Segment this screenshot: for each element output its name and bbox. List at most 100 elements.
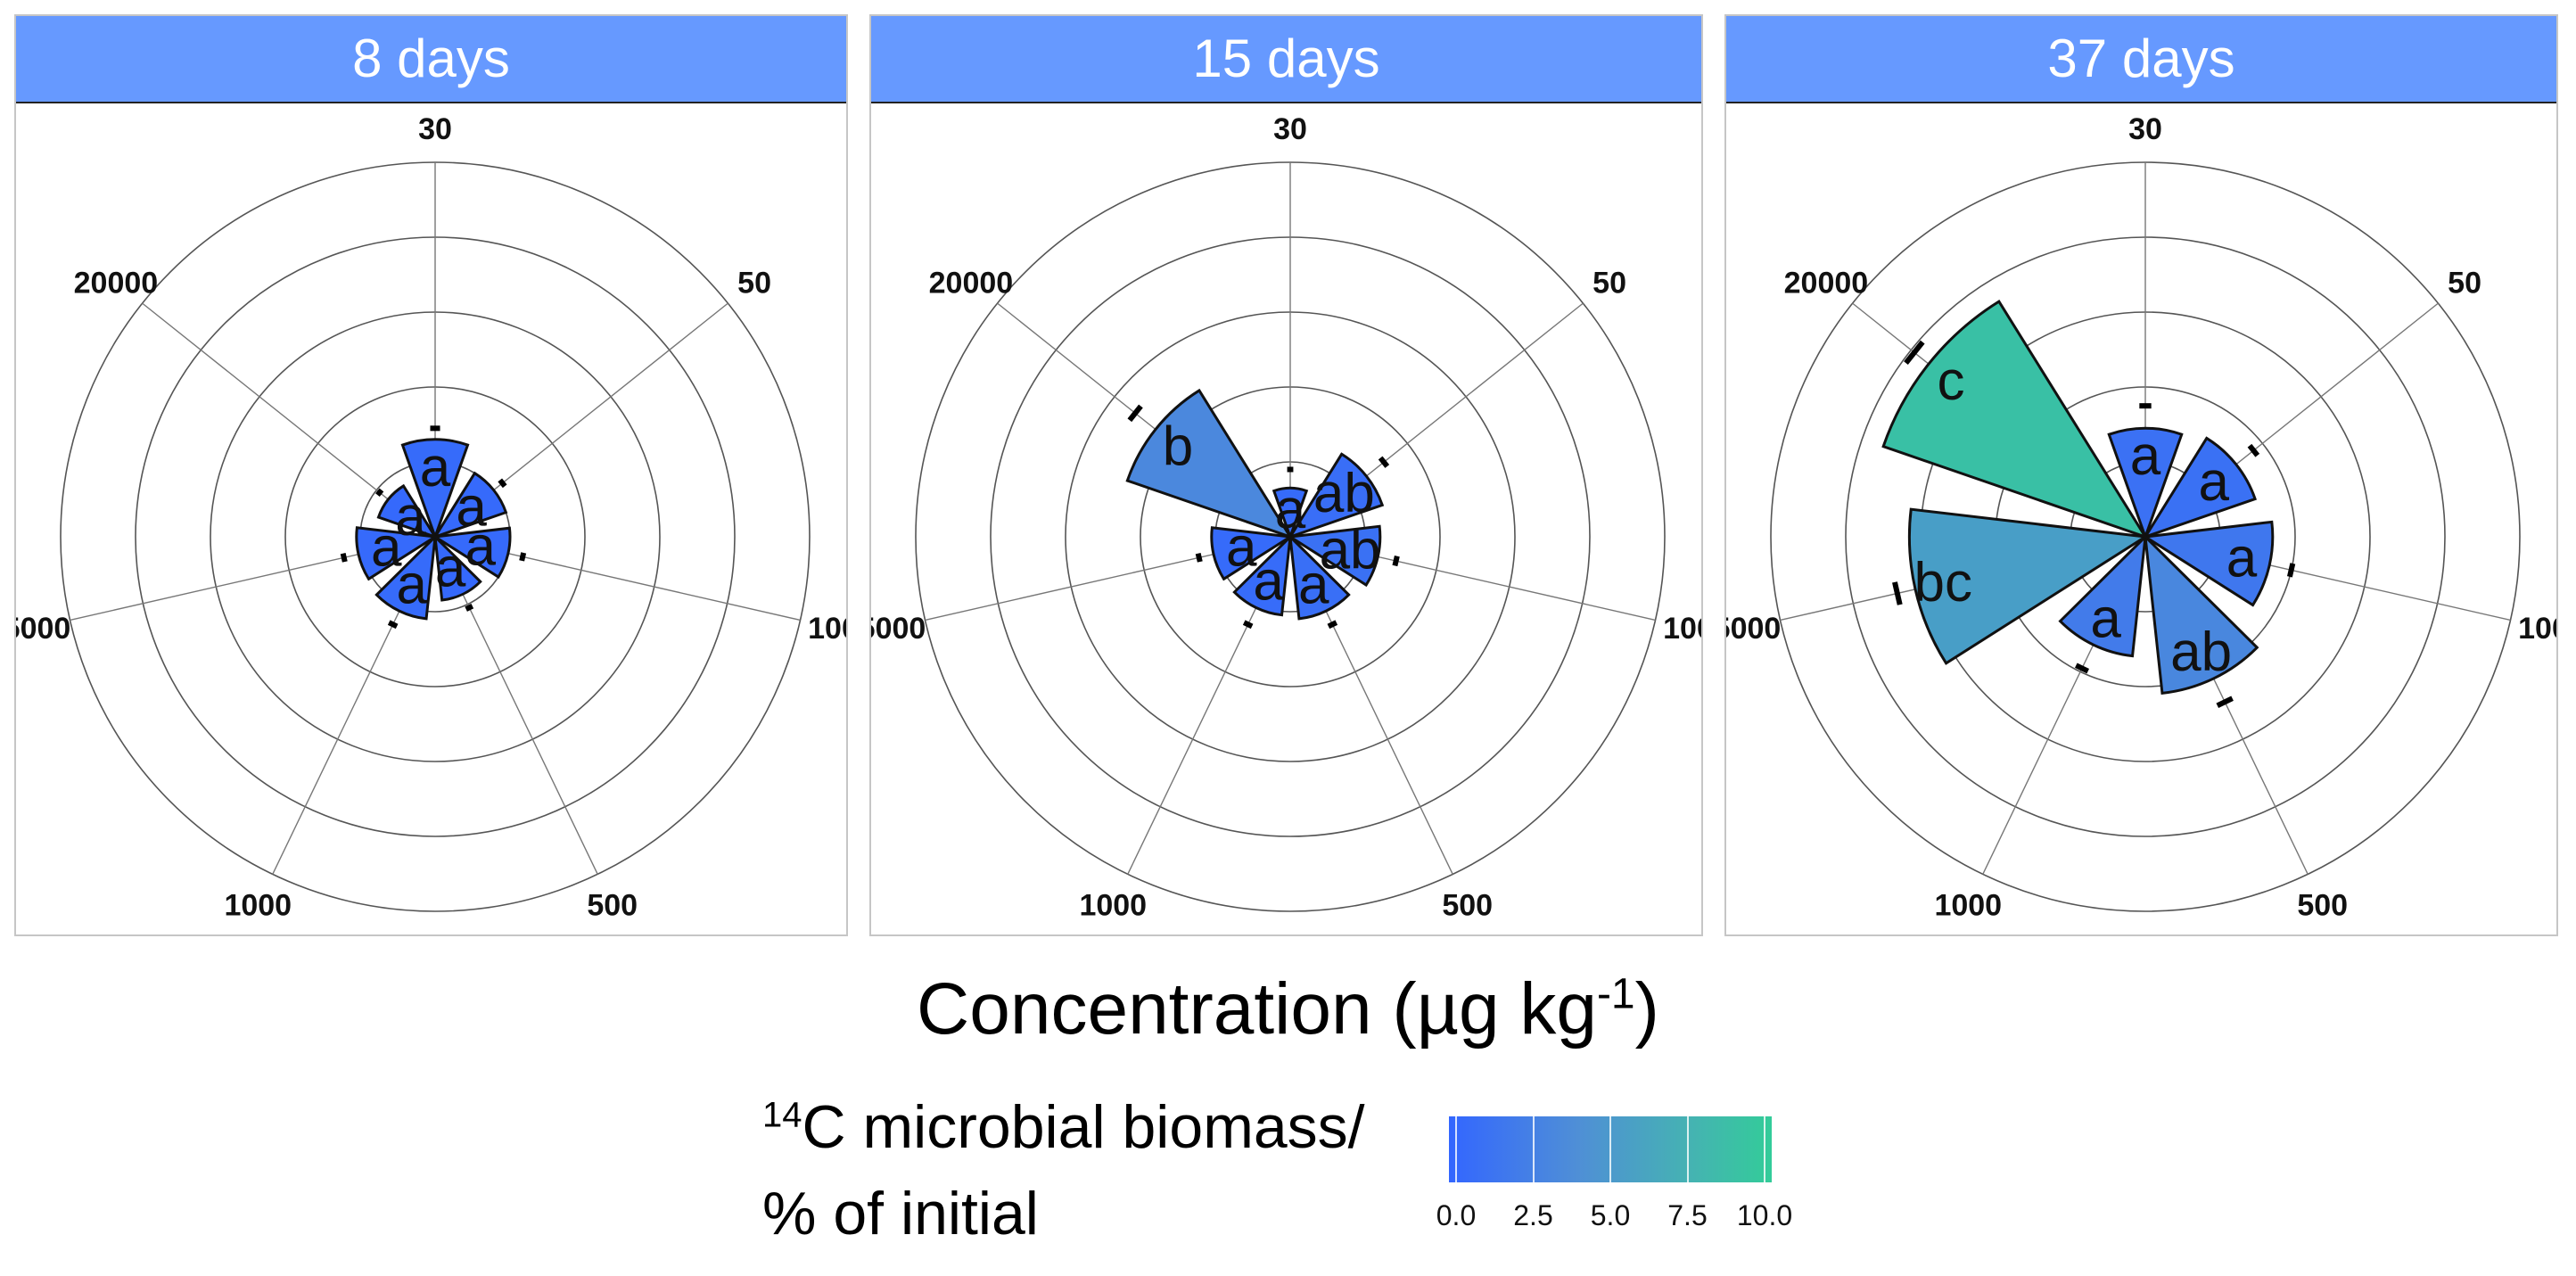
category-label: 20000 xyxy=(929,266,1014,300)
panel-title: 37 days xyxy=(1726,16,2556,103)
bar-wedge xyxy=(2058,532,2147,658)
error-bar xyxy=(1392,556,1400,567)
x-axis-title-main: Concentration xyxy=(917,968,1372,1050)
error-bar xyxy=(1242,620,1254,630)
colorbar-tick-label: 2.5 xyxy=(1513,1199,1553,1231)
x-axis-title-close: ) xyxy=(1634,968,1659,1050)
error-bar xyxy=(340,553,348,563)
bar-wedge xyxy=(433,532,482,602)
legend-title-line-1: 14C microbial biomass/ xyxy=(762,1092,1365,1162)
bar-wedge xyxy=(400,438,470,541)
significance-letter: a xyxy=(456,477,487,539)
significance-letter: a xyxy=(465,516,496,578)
error-bar xyxy=(465,603,474,612)
colorbar-tick xyxy=(1455,1116,1457,1182)
category-label: 1000 xyxy=(224,889,292,923)
error-bar xyxy=(2216,696,2234,708)
category-label: 20000 xyxy=(74,266,159,300)
significance-letter: a xyxy=(2199,451,2230,513)
polar-chart-8-days: 30501005001000500020000aaaaaaa xyxy=(16,112,846,923)
significance-letter: a xyxy=(397,554,428,615)
panel-title: 15 days xyxy=(871,16,1701,103)
error-bar xyxy=(1904,340,1925,365)
significance-letter: a xyxy=(395,486,426,547)
bar-wedge xyxy=(1286,524,1382,588)
category-label: 5000 xyxy=(1726,612,1781,646)
significance-letter: bc xyxy=(1913,552,1971,613)
colorbar-tick-label: 10.0 xyxy=(1736,1199,1793,1231)
significance-letter: a xyxy=(1275,479,1306,540)
significance-letter: a xyxy=(435,537,466,598)
significance-letter: a xyxy=(1226,517,1257,579)
colorbar-tick-label: 5.0 xyxy=(1590,1199,1631,1231)
bar-wedge xyxy=(1907,507,2150,665)
category-label: 30 xyxy=(2128,112,2162,146)
bar-wedge xyxy=(2107,426,2184,541)
error-bar xyxy=(1195,553,1203,563)
bar-wedge xyxy=(432,471,508,539)
category-label: 500 xyxy=(587,889,638,923)
significance-letter: ab xyxy=(1313,463,1375,524)
category-label: 5000 xyxy=(871,612,926,646)
category-label: 1000 xyxy=(1934,889,2002,923)
significance-letter: ab xyxy=(2170,622,2232,683)
bar-wedge xyxy=(1288,532,1351,621)
significance-letter: a xyxy=(2130,425,2161,487)
bar-wedge xyxy=(376,483,439,539)
polar-chart-15-days: 30501005001000500020000aababaaab xyxy=(871,112,1701,923)
bar-wedge xyxy=(2144,532,2259,696)
polar-chart-37-days: 30501005001000500020000aaaababcc xyxy=(1726,112,2556,923)
bar-wedge xyxy=(2142,436,2257,539)
error-bar xyxy=(519,552,527,562)
colorbar-tick xyxy=(1532,1116,1535,1182)
bar-wedge xyxy=(1287,452,1385,539)
category-label: 100 xyxy=(2518,612,2556,646)
x-axis-title-unit: (µg kg xyxy=(1392,968,1597,1050)
error-bar xyxy=(2286,563,2296,578)
error-bar xyxy=(387,620,399,630)
bar-wedge xyxy=(374,532,437,621)
bar-wedge xyxy=(431,526,512,580)
category-label: 100 xyxy=(1663,612,1701,646)
bar-wedge xyxy=(1881,300,2149,539)
grid-spoke xyxy=(142,302,436,538)
category-label: 50 xyxy=(2448,266,2481,300)
significance-letter: a xyxy=(2226,528,2258,589)
colorbar-tick-label: 0.0 xyxy=(1436,1199,1477,1231)
significance-letter: a xyxy=(1298,554,1329,615)
panel-37-days: 37 days 30501005001000500020000aaaababcc xyxy=(1724,14,2558,936)
error-bar xyxy=(498,478,507,489)
error-bar xyxy=(375,488,384,497)
panel-15-days: 15 days 30501005001000500020000aababaaab xyxy=(869,14,1703,936)
significance-letter: a xyxy=(2090,588,2121,649)
category-label: 30 xyxy=(1273,112,1307,146)
bar-wedge xyxy=(355,526,440,581)
category-label: 50 xyxy=(737,266,771,300)
panel-title: 8 days xyxy=(16,16,846,103)
category-label: 50 xyxy=(1593,266,1626,300)
error-bar xyxy=(1327,620,1338,630)
colorbar-tick xyxy=(1609,1116,1611,1182)
bar-wedge xyxy=(1125,388,1294,539)
significance-letter: a xyxy=(371,517,402,579)
error-bar xyxy=(1892,581,1903,605)
colorbar-tick-label: 7.5 xyxy=(1667,1199,1708,1231)
bar-wedge xyxy=(1210,526,1295,581)
legend-title-sup: 14 xyxy=(762,1095,802,1135)
error-bar xyxy=(1127,404,1143,423)
category-label: 30 xyxy=(418,112,452,146)
legend-title-line-2: % of initial xyxy=(762,1180,1039,1247)
colorbar-tick xyxy=(1686,1116,1689,1182)
error-bar xyxy=(2075,663,2089,674)
bar-wedge xyxy=(1232,532,1292,617)
significance-letter: ab xyxy=(1320,519,1381,580)
legend-title-text: C microbial biomass/ xyxy=(802,1093,1365,1161)
category-label: 1000 xyxy=(1079,889,1147,923)
error-bar xyxy=(1378,456,1390,468)
significance-letter: a xyxy=(1253,551,1284,613)
x-axis-title-sup: -1 xyxy=(1596,970,1635,1018)
category-label: 20000 xyxy=(1784,266,1869,300)
bar-wedge xyxy=(2141,520,2275,607)
significance-letter: b xyxy=(1163,416,1193,477)
error-bar xyxy=(2247,443,2260,457)
